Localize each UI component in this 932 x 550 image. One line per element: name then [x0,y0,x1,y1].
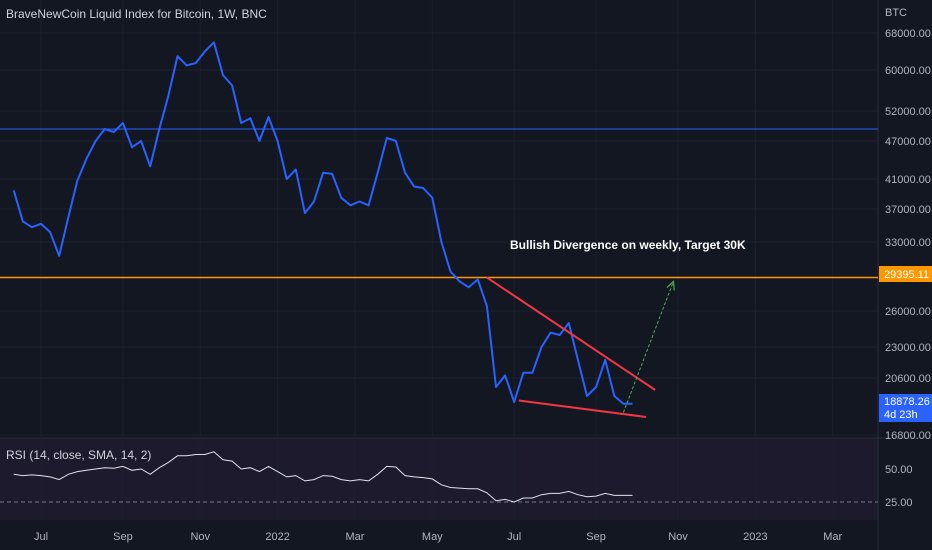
price-line[interactable] [12,41,633,405]
x-tick-label-8: Nov [668,531,688,543]
main-pane[interactable] [0,0,878,438]
y-tick-label-5: 37000.00 [885,204,931,216]
x-tick-label-5: May [422,531,443,543]
x-tick-label-7: Sep [586,531,606,543]
time-axis-labels: Jul Sep Nov 2022 Mar May Jul Sep Nov 2023 Mar [34,531,843,543]
rsi-label: RSI (14, close, SMA, 14, 2) [6,448,151,462]
rsi-line[interactable] [13,451,633,503]
rsi-tick-label-1: 25.00 [885,497,913,509]
target-arrow-head[interactable] [666,280,675,291]
y-tick-label-0: 68000.00 [885,28,931,40]
grid-lines [0,0,878,520]
price-axis[interactable] [878,0,932,520]
time-axis[interactable] [0,520,932,550]
y-tick-label-2: 52000.00 [885,106,931,118]
y-tick-label-1: 60000.00 [885,65,931,77]
target-arrow[interactable] [622,280,675,413]
countdown-text: 4d 23h [884,409,918,421]
rsi-axis-labels: 50.00 25.00 [885,464,913,509]
x-tick-label-3: 2022 [265,531,289,543]
trend-line-0[interactable] [486,276,656,391]
x-tick-label-2: Nov [190,531,210,543]
x-tick-label-9: 2023 [743,531,767,543]
level-badge-text: 29395.11 [884,269,929,281]
currency-label: BTC [885,7,907,19]
rsi-pane[interactable] [0,438,878,520]
x-tick-label-10: Mar [823,531,842,543]
trend-lines[interactable] [486,276,656,418]
horizontal-levels[interactable] [0,128,878,503]
rsi-series[interactable] [13,451,633,503]
y-tick-label-10: 16800.00 [885,430,931,442]
price-series[interactable] [12,41,633,405]
y-tick-label-9: 20600.00 [885,373,931,385]
price-axis-labels: 68000.00 60000.00 52000.00 47000.00 41000.00… [885,28,931,442]
x-tick-label-0: Jul [34,531,48,543]
y-tick-label-7: 26000.00 [885,306,931,318]
x-tick-label-4: Mar [345,531,364,543]
y-tick-label-8: 23000.00 [885,342,931,354]
last-price-text: 18878.26 [884,396,930,408]
x-tick-label-1: Sep [113,531,133,543]
chart-title: BraveNewCoin Liquid Index for Bitcoin, 1… [6,7,267,21]
target-arrow-shaft[interactable] [622,281,674,413]
last-price-badge [879,394,932,422]
y-tick-label-3: 47000.00 [885,136,931,148]
trend-line-1[interactable] [518,399,647,418]
y-tick-label-4: 41000.00 [885,174,931,186]
y-tick-label-6: 33000.00 [885,237,931,249]
x-tick-label-6: Jul [507,531,521,543]
level-badge [879,266,932,282]
annotation-text[interactable]: Bullish Divergence on weekly, Target 30K [510,238,746,252]
rsi-tick-label-0: 50.00 [885,464,913,476]
